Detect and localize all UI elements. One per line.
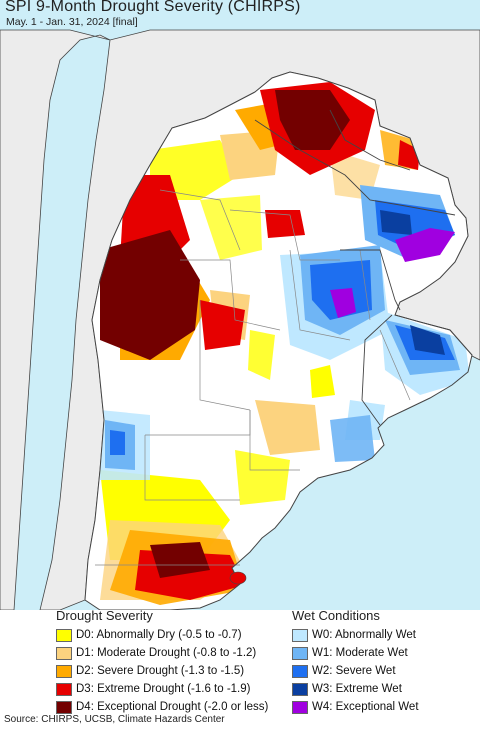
drought-map-svg bbox=[0, 0, 480, 610]
legend-label-w3: W3: Extreme Wet bbox=[312, 683, 402, 695]
swatch-d2 bbox=[56, 664, 72, 678]
legend-label-w4: W4: Exceptional Wet bbox=[312, 701, 419, 713]
legend-label-w2: W2: Severe Wet bbox=[312, 665, 396, 677]
drought-legend: Drought Severity D0: Abnormally Dry (-0.… bbox=[56, 608, 268, 716]
legend-item-w1: W1: Moderate Wet bbox=[292, 644, 419, 662]
legend-label-w1: W1: Moderate Wet bbox=[312, 647, 408, 659]
legend: Drought Severity D0: Abnormally Dry (-0.… bbox=[0, 608, 480, 714]
legend-item-w4: W4: Exceptional Wet bbox=[292, 698, 419, 716]
source-credit: Source: CHIRPS, UCSB, Climate Hazards Ce… bbox=[4, 714, 225, 725]
legend-item-d1: D1: Moderate Drought (-0.8 to -1.2) bbox=[56, 644, 268, 662]
swatch-w2 bbox=[292, 664, 308, 678]
legend-item-d3: D3: Extreme Drought (-1.6 to -1.9) bbox=[56, 680, 268, 698]
coastal-peninsula bbox=[229, 571, 247, 585]
legend-label-d0: D0: Abnormally Dry (-0.5 to -0.7) bbox=[76, 629, 242, 641]
swatch-w1 bbox=[292, 646, 308, 660]
legend-label-d4: D4: Exceptional Drought (-2.0 or less) bbox=[76, 701, 269, 713]
swatch-w0 bbox=[292, 628, 308, 642]
legend-item-d4: D4: Exceptional Drought (-2.0 or less) bbox=[56, 698, 268, 716]
swatch-d1 bbox=[56, 646, 72, 660]
severity-fields bbox=[100, 82, 470, 605]
land-outline bbox=[84, 71, 473, 610]
swatch-d0 bbox=[56, 628, 72, 642]
swatch-w4 bbox=[292, 700, 308, 714]
legend-label-d3: D3: Extreme Drought (-1.6 to -1.9) bbox=[76, 683, 251, 695]
wet-legend: Wet Conditions W0: Abnormally Wet W1: Mo… bbox=[292, 608, 419, 716]
legend-item-d0: D0: Abnormally Dry (-0.5 to -0.7) bbox=[56, 626, 268, 644]
legend-item-w3: W3: Extreme Wet bbox=[292, 680, 419, 698]
legend-label-d2: D2: Severe Drought (-1.3 to -1.5) bbox=[76, 665, 245, 677]
legend-item-w2: W2: Severe Wet bbox=[292, 662, 419, 680]
legend-item-w0: W0: Abnormally Wet bbox=[292, 626, 419, 644]
map-subtitle: May. 1 - Jan. 31, 2024 [final] bbox=[6, 16, 138, 28]
swatch-w3 bbox=[292, 682, 308, 696]
legend-label-d1: D1: Moderate Drought (-0.8 to -1.2) bbox=[76, 647, 257, 659]
drought-legend-heading: Drought Severity bbox=[56, 608, 153, 623]
swatch-d4 bbox=[56, 700, 72, 714]
wet-legend-heading: Wet Conditions bbox=[292, 608, 380, 623]
legend-item-d2: D2: Severe Drought (-1.3 to -1.5) bbox=[56, 662, 268, 680]
drought-map bbox=[0, 0, 480, 610]
province-lines bbox=[95, 189, 411, 566]
map-title: SPI 9-Month Drought Severity (CHIRPS) bbox=[5, 0, 301, 15]
legend-label-w0: W0: Abnormally Wet bbox=[312, 629, 416, 641]
swatch-d3 bbox=[56, 682, 72, 696]
